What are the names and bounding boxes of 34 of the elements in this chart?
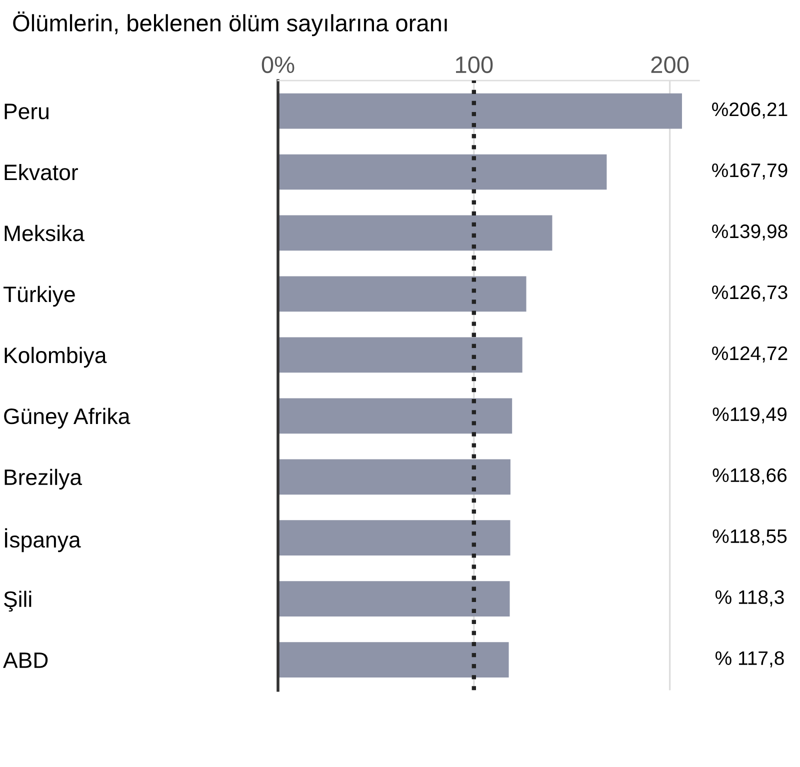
x-tick-label: 200 (651, 56, 689, 74)
data-label: %139,98 (712, 224, 788, 240)
y-tick-label: Ekvator (4, 164, 78, 180)
bar (278, 581, 510, 617)
y-tick-label: Peru (4, 104, 48, 120)
y-tick-label: Türkiye (4, 286, 75, 307)
data-label: %118,55 (712, 529, 787, 546)
y-tick-label: ABD (3, 652, 48, 668)
bar (278, 93, 682, 129)
y-tick-label: Güney Afrika (4, 408, 130, 429)
data-label: %126,73 (712, 285, 788, 302)
x-tick-label: 100 (456, 56, 493, 74)
y-tick-label: İspanya (5, 528, 81, 552)
bar (278, 154, 607, 190)
bar (278, 459, 510, 495)
bar (278, 398, 512, 434)
data-label: %167,79 (712, 163, 788, 180)
data-label: % 118,3 (715, 590, 784, 606)
y-tick-label: Meksika (4, 224, 84, 242)
bar (278, 337, 522, 373)
data-label: % 117,8 (715, 651, 784, 668)
data-label: %118,66 (712, 468, 787, 484)
chart-title: Ölümlerin, beklenen ölüm sayılarına oranı (13, 12, 447, 36)
bar (278, 215, 552, 251)
data-label: %119,49 (712, 407, 786, 424)
y-tick-label: Şili (4, 590, 32, 612)
data-label: %206,21 (712, 102, 788, 119)
bar (278, 276, 526, 312)
y-tick-label: Brezilya (4, 468, 82, 490)
bar (278, 520, 510, 556)
data-label: %124,72 (712, 346, 788, 362)
bar (278, 642, 509, 678)
y-tick-label: Kolombiya (4, 346, 107, 368)
x-tick-label: 0% (262, 56, 294, 74)
